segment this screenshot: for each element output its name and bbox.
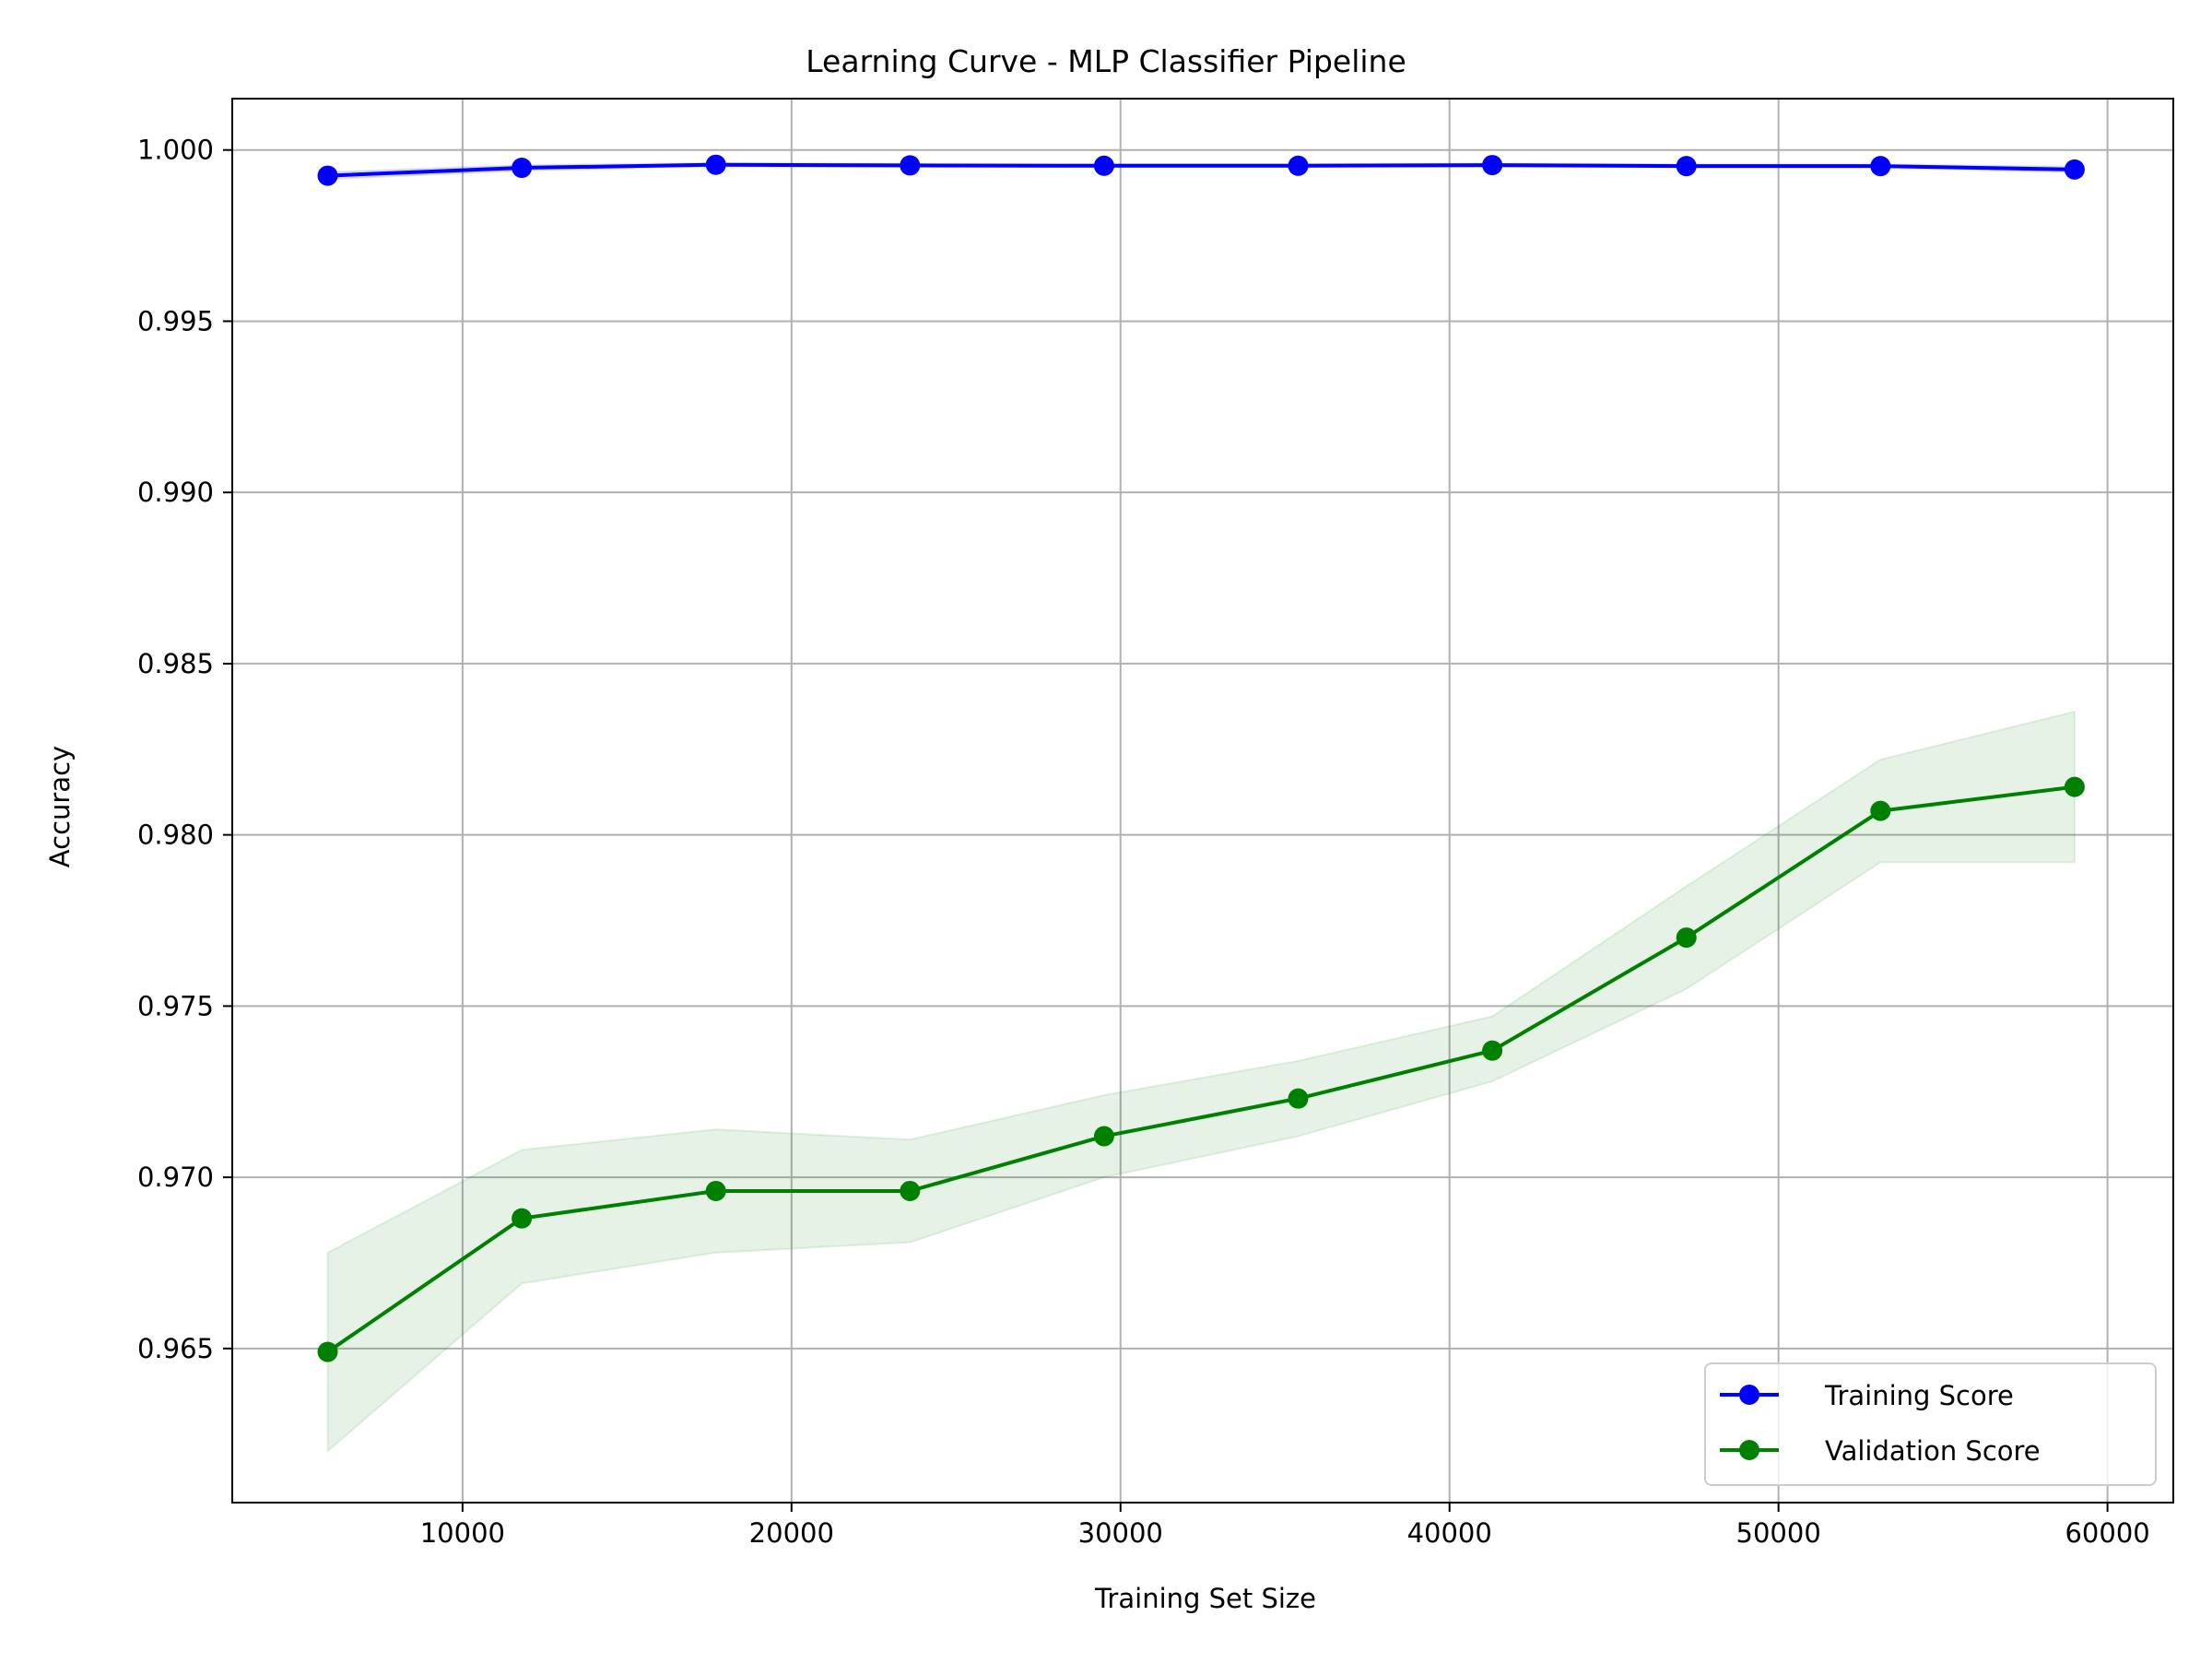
legend-entry-training-score: Training Score xyxy=(1720,1380,2014,1411)
y-tick-label: 0.975 xyxy=(137,990,214,1021)
y-tick-label: 0.970 xyxy=(137,1162,214,1193)
training-score-point xyxy=(1482,155,1503,176)
x-tick-label: 20000 xyxy=(749,1517,834,1549)
validation-score-point xyxy=(1870,800,1891,821)
legend-entry-validation-score: Validation Score xyxy=(1720,1435,2041,1467)
y-tick-label: 0.965 xyxy=(137,1333,214,1364)
chart-title: Learning Curve - MLP Classifier Pipeline xyxy=(806,43,1406,79)
validation-score-point xyxy=(317,1341,338,1362)
legend-label-training-score: Training Score xyxy=(1824,1380,2014,1411)
validation-score-line xyxy=(326,784,2076,1354)
legend-marker-validation-score xyxy=(1739,1440,1759,1460)
validation-score-band xyxy=(326,710,2076,1454)
y-tick-label: 1.000 xyxy=(137,135,214,166)
validation-score-point xyxy=(1676,927,1697,949)
training-score-point xyxy=(1870,156,1891,177)
confidence-bands xyxy=(326,161,2076,1454)
y-tick-label: 0.990 xyxy=(137,477,214,508)
validation-score-point xyxy=(2064,776,2085,797)
training-score-point xyxy=(705,154,726,175)
training-score-point xyxy=(317,165,338,186)
y-axis-label: Accuracy xyxy=(44,746,76,867)
x-tick-label: 10000 xyxy=(420,1517,505,1549)
validation-score-point xyxy=(705,1180,726,1201)
validation-score-point xyxy=(1093,1126,1114,1147)
x-tick-label: 50000 xyxy=(1736,1517,1821,1549)
training-score-point xyxy=(1093,155,1114,176)
series-lines xyxy=(326,162,2076,1354)
grid-lines xyxy=(232,99,2173,1503)
x-tick-label: 40000 xyxy=(1407,1517,1492,1549)
y-tick-label: 0.985 xyxy=(137,648,214,679)
training-score-point xyxy=(900,155,921,176)
series-markers xyxy=(317,154,2085,1362)
legend: Training Score Validation Score xyxy=(1704,1362,2157,1486)
plot-frame xyxy=(231,98,2174,1504)
y-tick-label: 0.980 xyxy=(137,820,214,851)
legend-box xyxy=(1704,1362,2157,1486)
validation-score-point xyxy=(1482,1040,1503,1061)
x-axis-ticks: 10000 20000 30000 40000 50000 60000 xyxy=(420,1503,2150,1549)
x-tick-label: 60000 xyxy=(2065,1517,2149,1549)
x-tick-label: 30000 xyxy=(1078,1517,1163,1549)
training-score-point xyxy=(2064,159,2085,180)
training-score-point xyxy=(1676,156,1697,177)
y-tick-label: 0.995 xyxy=(137,305,214,336)
legend-label-validation-score: Validation Score xyxy=(1825,1435,2041,1467)
validation-score-point xyxy=(1288,1088,1309,1109)
training-score-point xyxy=(512,158,533,179)
training-score-point xyxy=(1288,155,1309,176)
training-score-line xyxy=(327,162,2075,178)
y-axis-ticks: 0.965 0.970 0.975 0.980 0.985 0.990 0.995 1.000 xyxy=(137,135,232,1364)
validation-score-point xyxy=(900,1180,921,1201)
validation-score-point xyxy=(512,1208,533,1229)
x-axis-label: Training Set Size xyxy=(1094,1583,1316,1614)
legend-marker-training-score xyxy=(1739,1385,1759,1405)
